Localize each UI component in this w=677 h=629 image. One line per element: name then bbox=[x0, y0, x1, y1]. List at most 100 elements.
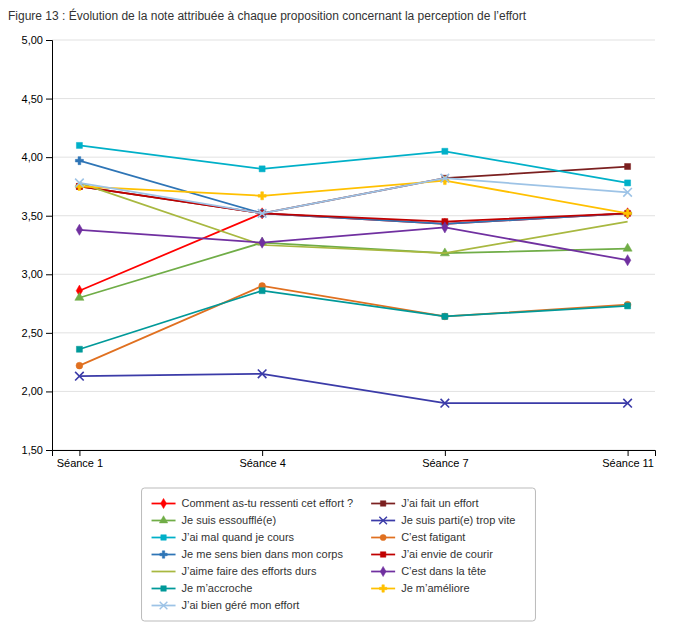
marker bbox=[623, 399, 632, 408]
grid-line bbox=[52, 332, 655, 333]
x-tick-label: Séance 7 bbox=[422, 457, 468, 469]
x-tick: Séance 1 bbox=[57, 450, 103, 469]
y-tick-mark bbox=[46, 274, 52, 275]
y-axis-line bbox=[46, 41, 53, 451]
series bbox=[76, 288, 630, 353]
legend-marker bbox=[161, 498, 167, 508]
legend-item: Je suis parti(e) trop vite bbox=[371, 514, 515, 526]
grid-line bbox=[52, 391, 655, 392]
series bbox=[75, 177, 631, 218]
marker bbox=[75, 179, 84, 188]
marker bbox=[624, 209, 632, 217]
line bbox=[79, 374, 627, 403]
y-tick: 3,00 bbox=[22, 268, 52, 280]
marker bbox=[441, 399, 450, 408]
marker bbox=[75, 372, 84, 381]
marker bbox=[624, 255, 630, 266]
x-tick-label: Séance 1 bbox=[57, 457, 103, 469]
series bbox=[75, 174, 632, 218]
y-tick: 2,50 bbox=[22, 327, 52, 339]
marker bbox=[442, 313, 448, 319]
line bbox=[79, 145, 627, 182]
y-tick: 1,50 bbox=[22, 444, 52, 456]
legend-marker bbox=[161, 586, 166, 591]
legend-label: J’ai envie de courir bbox=[401, 548, 493, 560]
y-tick-label: 2,00 bbox=[22, 385, 43, 397]
plot: 1,50 2,00 2,50 3,00 3,50 4,00 4,50 5,00 Séance 1… bbox=[22, 34, 656, 469]
grid-line bbox=[52, 98, 655, 99]
legend-item: Je m’accroche bbox=[152, 582, 253, 594]
marker bbox=[258, 209, 267, 218]
grid bbox=[52, 40, 655, 450]
line bbox=[79, 161, 627, 224]
chart: Figure 13 : Évolution de la note attribu… bbox=[0, 0, 677, 629]
marker bbox=[625, 303, 631, 309]
marker bbox=[76, 142, 82, 148]
legend-swatch bbox=[152, 571, 176, 573]
line bbox=[79, 167, 627, 214]
marker bbox=[441, 313, 448, 320]
line bbox=[79, 291, 627, 350]
marker bbox=[259, 237, 265, 248]
x-axis: Séance 1 Séance 4 Séance 7 Séance 11 bbox=[53, 450, 656, 469]
series bbox=[76, 222, 631, 266]
legend-marker bbox=[159, 516, 167, 523]
marker bbox=[625, 180, 631, 186]
legend-label: J’ai fait un effort bbox=[401, 497, 478, 509]
marker bbox=[624, 301, 631, 308]
x-tick-label: Séance 4 bbox=[239, 457, 285, 469]
series bbox=[76, 142, 630, 185]
x-tick-mark bbox=[262, 450, 263, 456]
marker bbox=[76, 362, 83, 369]
legend-marker bbox=[380, 534, 386, 540]
series bbox=[76, 208, 631, 296]
line bbox=[79, 243, 627, 298]
marker bbox=[623, 243, 632, 251]
grid-line bbox=[52, 40, 655, 41]
line bbox=[79, 286, 627, 366]
y-tick-mark bbox=[46, 40, 52, 41]
series bbox=[75, 370, 632, 408]
legend: Comment as-tu ressenti cet effort ?J’ai … bbox=[142, 488, 536, 621]
legend-item: J’aime faire des efforts durs bbox=[152, 565, 317, 577]
legend-frame bbox=[142, 488, 536, 621]
marker bbox=[441, 174, 450, 183]
legend-label: J’ai mal quand je cours bbox=[182, 531, 295, 543]
x-tick-mark bbox=[445, 450, 446, 456]
marker bbox=[76, 224, 82, 235]
legend-marker bbox=[161, 535, 166, 540]
y-tick: 2,00 bbox=[22, 385, 52, 397]
legend-marker bbox=[160, 602, 168, 610]
marker bbox=[75, 292, 84, 300]
legend-label: C’est dans la tête bbox=[401, 565, 486, 577]
marker bbox=[258, 370, 267, 379]
series bbox=[76, 183, 630, 224]
marker bbox=[259, 166, 265, 172]
legend-label: C’est fatigant bbox=[401, 531, 465, 543]
y-tick-mark bbox=[46, 216, 52, 217]
x-tick: Séance 11 bbox=[602, 450, 654, 469]
grid-line bbox=[52, 157, 655, 158]
marker bbox=[76, 346, 82, 352]
legend-marker bbox=[380, 566, 386, 576]
series bbox=[75, 157, 631, 228]
marker bbox=[624, 208, 630, 219]
legend-label: J’ai bien géré mon effort bbox=[182, 599, 300, 611]
y-tick-label: 3,50 bbox=[22, 210, 43, 222]
legend-item: C’est fatigant bbox=[371, 531, 465, 543]
x-tick-mark bbox=[79, 450, 80, 456]
y-tick-mark bbox=[46, 450, 52, 451]
legend-label: Je me sens bien dans mon corps bbox=[182, 548, 344, 560]
x-axis-line bbox=[53, 451, 656, 457]
y-tick-label: 4,00 bbox=[22, 151, 43, 163]
legend-label: Je suis parti(e) trop vite bbox=[401, 514, 515, 526]
y-tick: 5,00 bbox=[22, 34, 52, 46]
y-tick-label: 4,50 bbox=[22, 93, 43, 105]
legend-label: Je suis essoufflé(e) bbox=[182, 514, 277, 526]
marker bbox=[625, 164, 631, 170]
grid-line bbox=[52, 274, 655, 275]
legend-marker bbox=[379, 585, 386, 592]
marker bbox=[623, 188, 632, 197]
x-tick-mark bbox=[628, 450, 629, 456]
legend-label: J’aime faire des efforts durs bbox=[182, 565, 317, 577]
